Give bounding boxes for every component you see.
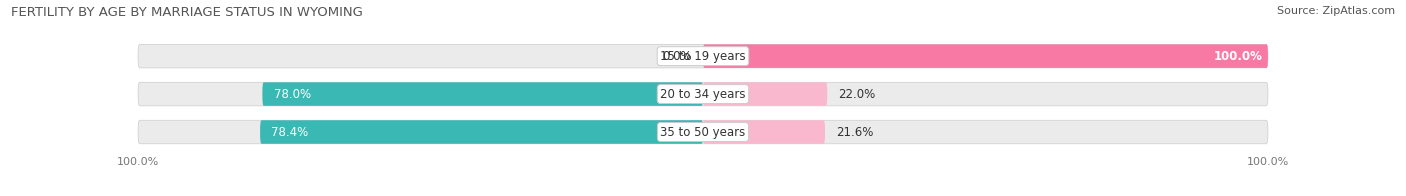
FancyBboxPatch shape: [138, 44, 1268, 68]
Text: 78.4%: 78.4%: [271, 125, 309, 139]
FancyBboxPatch shape: [138, 120, 1268, 144]
FancyBboxPatch shape: [703, 120, 825, 144]
Text: 20 to 34 years: 20 to 34 years: [661, 88, 745, 101]
Text: 78.0%: 78.0%: [274, 88, 311, 101]
Text: 21.6%: 21.6%: [837, 125, 873, 139]
Text: 22.0%: 22.0%: [838, 88, 876, 101]
Text: 100.0%: 100.0%: [1213, 50, 1263, 63]
FancyBboxPatch shape: [138, 82, 1268, 106]
Text: 15 to 19 years: 15 to 19 years: [661, 50, 745, 63]
FancyBboxPatch shape: [703, 44, 1268, 68]
FancyBboxPatch shape: [703, 82, 827, 106]
FancyBboxPatch shape: [260, 120, 703, 144]
Text: 35 to 50 years: 35 to 50 years: [661, 125, 745, 139]
FancyBboxPatch shape: [263, 82, 703, 106]
Text: FERTILITY BY AGE BY MARRIAGE STATUS IN WYOMING: FERTILITY BY AGE BY MARRIAGE STATUS IN W…: [11, 6, 363, 19]
Text: Source: ZipAtlas.com: Source: ZipAtlas.com: [1277, 6, 1395, 16]
Text: 0.0%: 0.0%: [662, 50, 692, 63]
